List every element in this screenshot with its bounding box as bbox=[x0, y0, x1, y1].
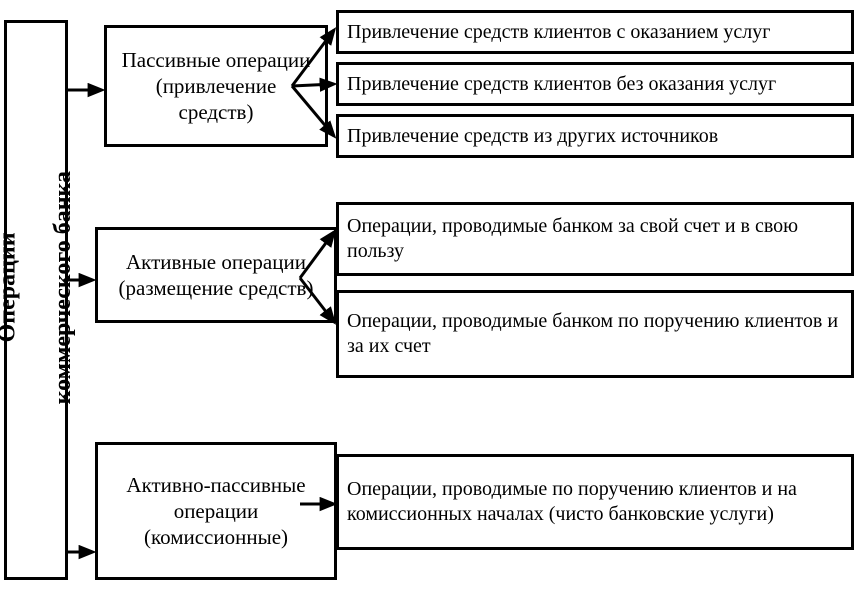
root-label-line1: Операции bbox=[0, 233, 21, 343]
detail-passive-1-text: Привлечение средств клиентов без оказани… bbox=[347, 72, 776, 97]
category-passive: Пассивные операции(привлечениесредств) bbox=[104, 25, 328, 147]
detail-active-passive-0: Операции, проводимые по поручению клиент… bbox=[336, 454, 854, 550]
root-box: Операции коммерческого банка bbox=[4, 20, 68, 580]
detail-passive-0: Привлечение средств клиентов с оказанием… bbox=[336, 10, 854, 54]
category-active-passive: Активно-пассивныеоперации(комиссионные) bbox=[95, 442, 337, 580]
category-active: Активные операции(размещение средств) bbox=[95, 227, 337, 323]
root-label: Операции коммерческого банка bbox=[0, 171, 105, 428]
detail-passive-2-text: Привлечение средств из других источников bbox=[347, 124, 718, 149]
detail-active-passive-0-text: Операции, проводимые по поручению клиент… bbox=[347, 477, 843, 527]
detail-passive-1: Привлечение средств клиентов без оказани… bbox=[336, 62, 854, 106]
category-passive-label: Пассивные операции(привлечениесредств) bbox=[122, 47, 311, 126]
category-active-label: Активные операции(размещение средств) bbox=[119, 249, 314, 302]
detail-passive-2: Привлечение средств из других источников bbox=[336, 114, 854, 158]
root-label-line2: коммерческого банка bbox=[50, 171, 76, 404]
detail-active-0-text: Операции, проводимые банком за свой счет… bbox=[347, 214, 843, 264]
detail-active-1: Операции, проводимые банком по поручению… bbox=[336, 290, 854, 378]
category-active-passive-label: Активно-пассивныеоперации(комиссионные) bbox=[126, 472, 305, 551]
detail-active-1-text: Операции, проводимые банком по поручению… bbox=[347, 309, 843, 359]
detail-active-0: Операции, проводимые банком за свой счет… bbox=[336, 202, 854, 276]
detail-passive-0-text: Привлечение средств клиентов с оказанием… bbox=[347, 20, 770, 45]
